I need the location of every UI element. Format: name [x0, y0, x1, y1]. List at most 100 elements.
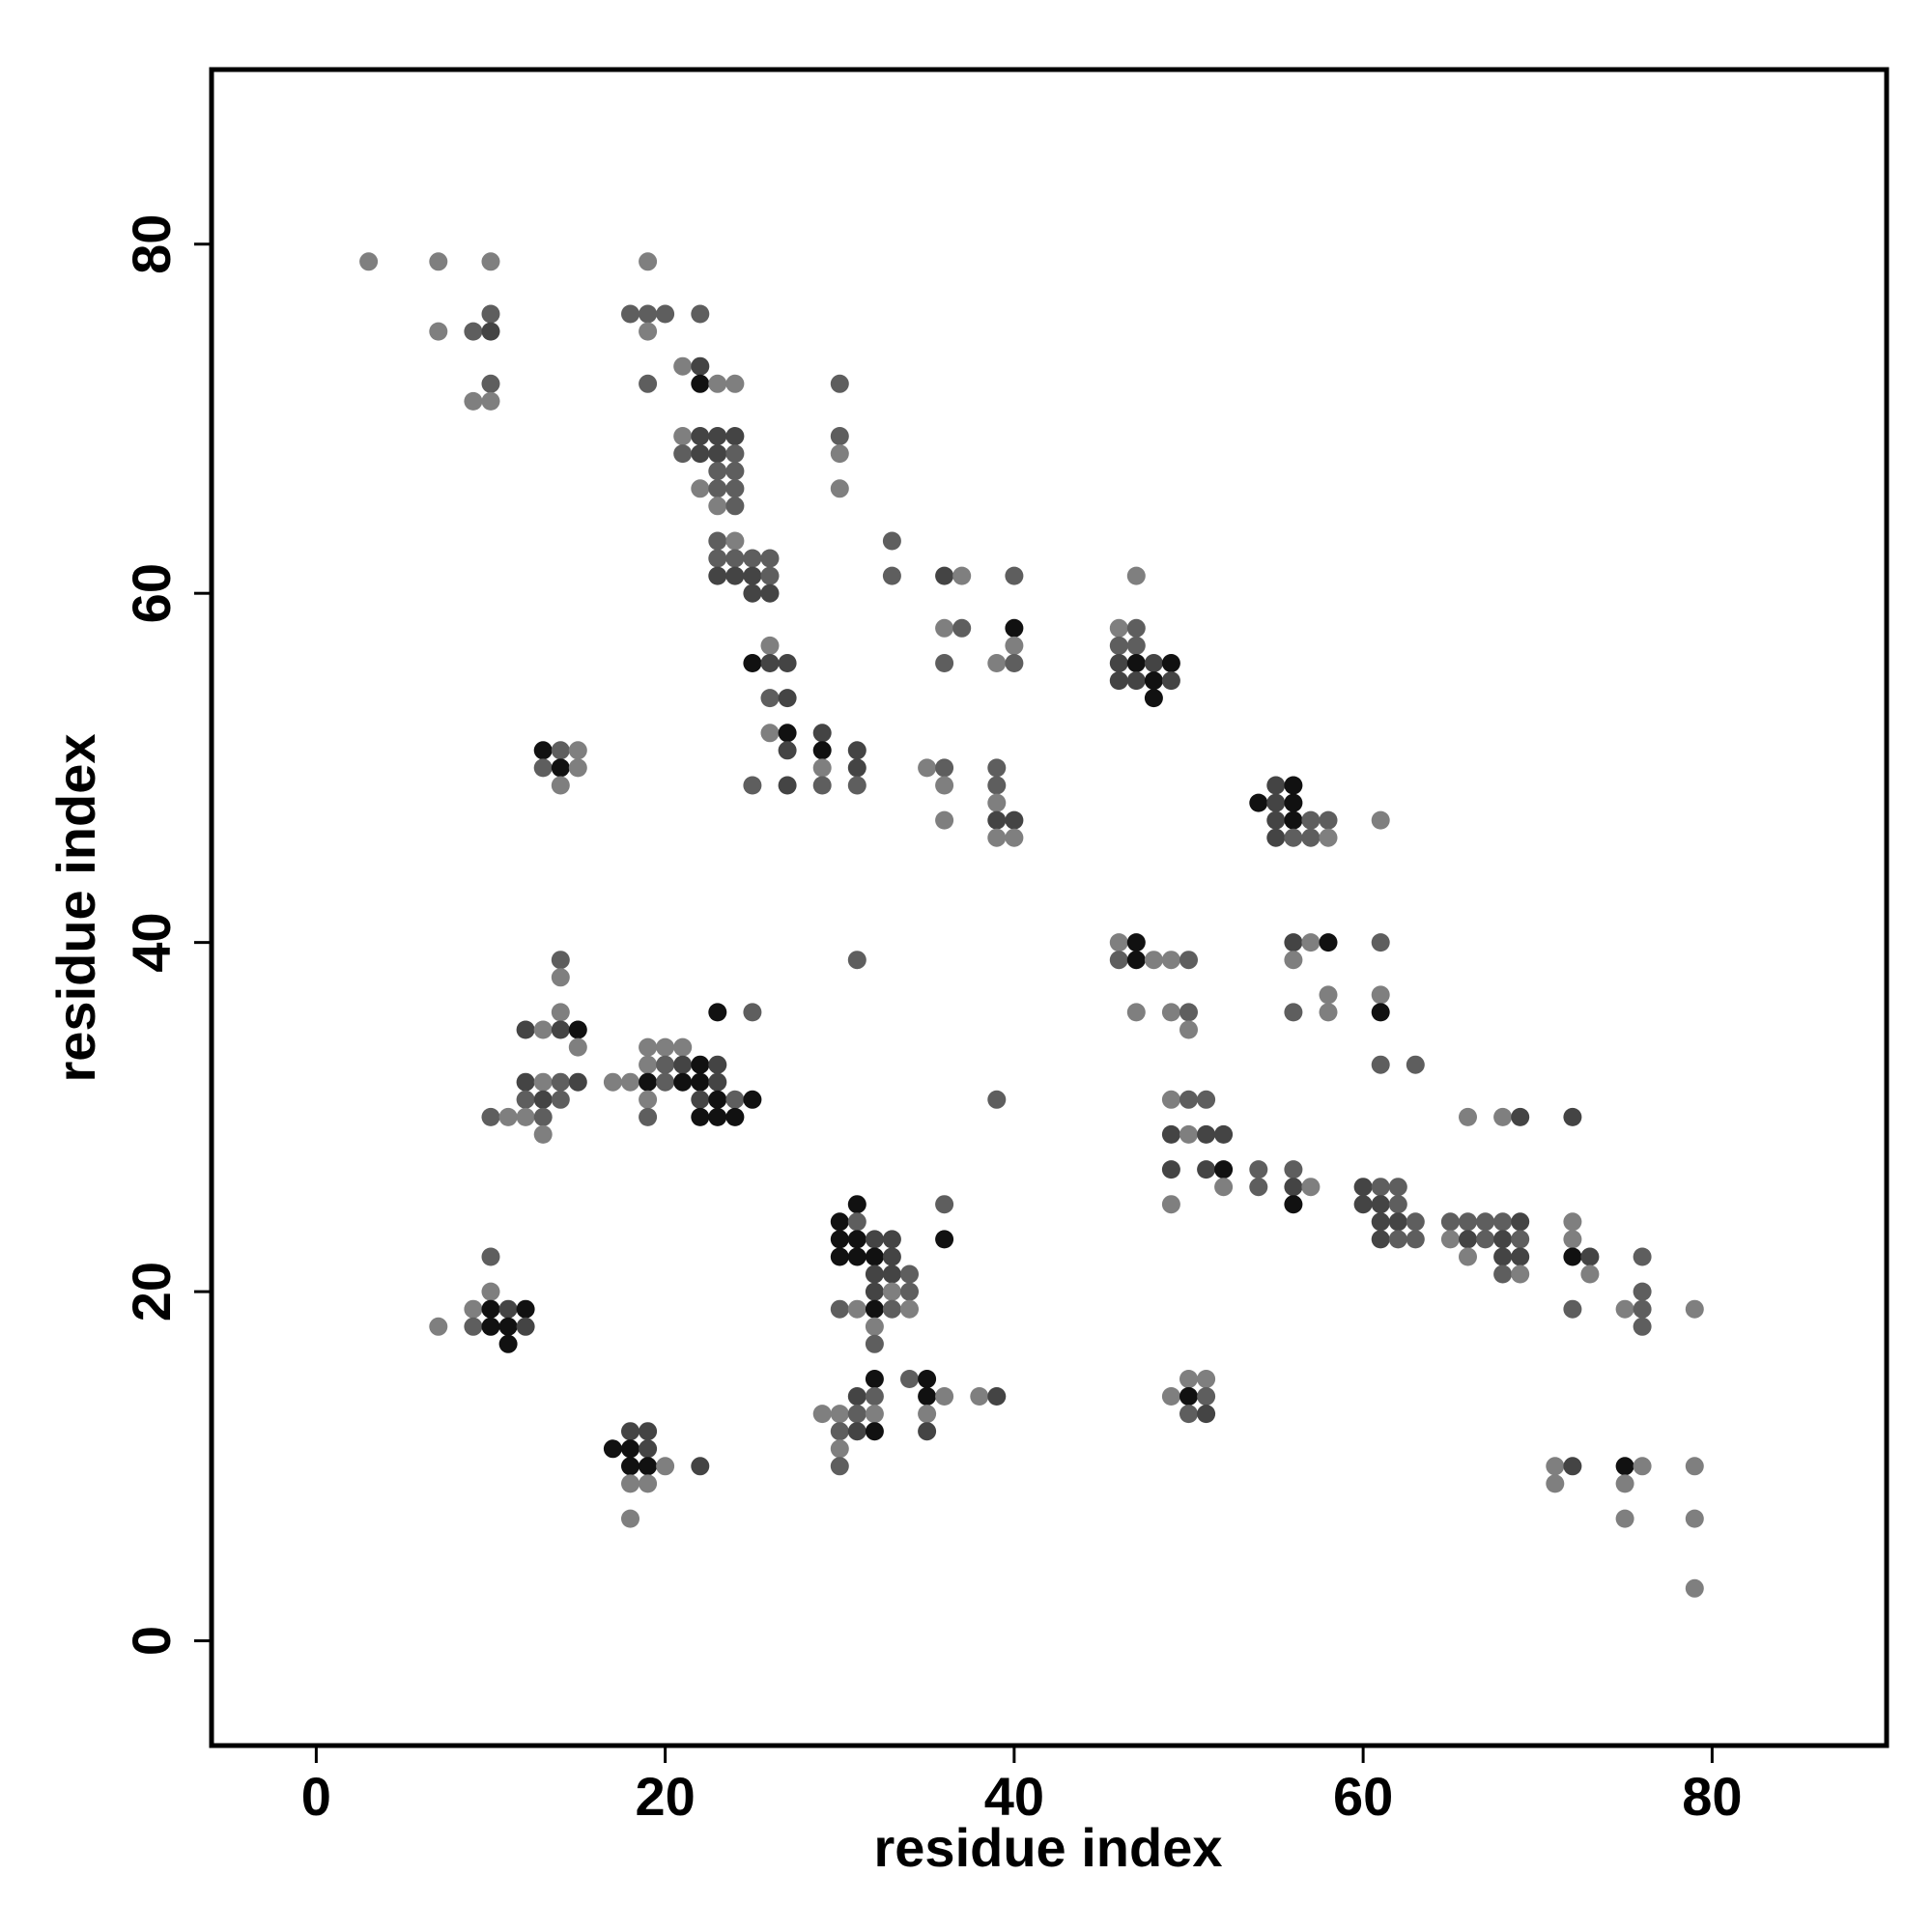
data-point: [847, 951, 867, 970]
data-point: [691, 304, 710, 324]
data-point: [1266, 776, 1286, 795]
data-point: [760, 566, 780, 585]
data-point: [1493, 1212, 1513, 1232]
data-point: [1284, 1003, 1303, 1022]
data-point: [725, 497, 745, 516]
data-point: [1109, 654, 1128, 672]
data-point: [1371, 1195, 1390, 1214]
data-point: [918, 1370, 937, 1388]
data-point: [673, 427, 693, 445]
data-point: [987, 1387, 1007, 1406]
data-point: [830, 1457, 849, 1476]
data-point: [464, 1317, 483, 1336]
data-point: [1685, 1457, 1704, 1476]
data-point: [656, 1037, 675, 1057]
data-point: [1266, 810, 1286, 830]
data-point: [987, 1090, 1007, 1109]
data-point: [1371, 933, 1390, 952]
data-point: [1284, 1160, 1303, 1179]
data-point: [1126, 951, 1146, 970]
data-point: [1005, 566, 1024, 585]
data-point: [533, 758, 553, 778]
data-point: [1406, 1230, 1425, 1249]
data-point: [847, 1230, 867, 1249]
data-point: [429, 252, 448, 271]
data-point: [481, 391, 500, 411]
data-point: [847, 1422, 867, 1441]
data-point: [673, 1072, 693, 1092]
data-point: [516, 1317, 535, 1336]
data-point: [639, 1422, 658, 1441]
data-point: [1371, 1003, 1390, 1022]
data-point: [1109, 618, 1128, 638]
data-point: [1301, 810, 1321, 830]
data-point: [952, 566, 972, 585]
data-point: [847, 741, 867, 760]
data-point: [900, 1282, 919, 1301]
data-point: [1284, 1195, 1303, 1214]
x-tick-label: 80: [1682, 1766, 1742, 1827]
data-point: [691, 479, 710, 498]
data-point: [725, 1107, 745, 1126]
data-point: [882, 1230, 901, 1249]
data-point: [1144, 689, 1163, 708]
data-point: [1301, 933, 1321, 952]
data-point: [1406, 1055, 1425, 1074]
data-point: [725, 479, 745, 498]
data-point: [865, 1370, 884, 1388]
data-point: [1371, 1178, 1390, 1197]
data-point: [656, 1055, 675, 1074]
data-point: [1633, 1317, 1652, 1336]
data-point: [639, 252, 658, 271]
data-point: [987, 654, 1007, 672]
data-point: [481, 1317, 500, 1336]
data-point: [516, 1020, 535, 1039]
data-point: [1126, 636, 1146, 655]
data-point: [1249, 1160, 1268, 1179]
data-point: [1563, 1247, 1582, 1266]
data-point: [1493, 1264, 1513, 1284]
x-tick-label: 40: [984, 1766, 1044, 1827]
data-point: [812, 741, 832, 760]
data-point: [1005, 636, 1024, 655]
data-point: [865, 1387, 884, 1406]
data-point: [1511, 1230, 1530, 1249]
data-point: [1476, 1230, 1495, 1249]
data-point: [1144, 951, 1163, 970]
data-point: [1005, 828, 1024, 847]
data-point: [918, 1387, 937, 1406]
data-point: [1580, 1247, 1600, 1266]
data-point: [830, 1299, 849, 1319]
data-point: [865, 1405, 884, 1424]
data-point: [1161, 951, 1180, 970]
data-point: [1197, 1090, 1216, 1109]
data-point: [1161, 671, 1180, 691]
data-point: [621, 1457, 639, 1476]
data-point: [691, 374, 710, 393]
data-point: [1459, 1107, 1477, 1126]
data-point: [691, 356, 710, 376]
data-point: [1615, 1509, 1634, 1528]
data-point: [847, 776, 867, 795]
data-point: [778, 654, 797, 672]
data-point: [516, 1299, 535, 1319]
data-point: [551, 776, 570, 795]
data-point: [882, 1282, 901, 1301]
data-point: [481, 304, 500, 324]
data-point: [1179, 1405, 1198, 1424]
data-point: [987, 810, 1007, 830]
data-point: [1353, 1195, 1373, 1214]
data-point: [1284, 828, 1303, 847]
x-axis-title: residue index: [873, 1817, 1222, 1878]
data-point: [708, 462, 727, 481]
data-point: [691, 1457, 710, 1476]
data-point: [847, 1299, 867, 1319]
data-point: [359, 252, 379, 271]
data-point: [743, 549, 762, 568]
data-point: [1563, 1457, 1582, 1476]
data-point: [1005, 618, 1024, 638]
data-point: [760, 549, 780, 568]
data-point: [1353, 1178, 1373, 1197]
data-point: [551, 968, 570, 987]
